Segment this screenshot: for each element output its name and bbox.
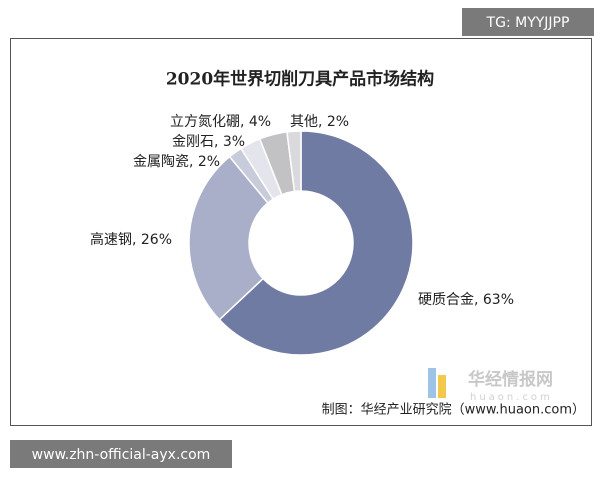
donut-slice — [218, 130, 414, 356]
watermark: TG: MYYJJPP — [486, 15, 570, 31]
logo-name: 华经情报网 — [468, 369, 553, 390]
donut-slice — [188, 155, 269, 321]
slice-label: 其他, 2% — [290, 114, 349, 130]
slice-label: 金属陶瓷, 2% — [133, 154, 220, 170]
donut-slice — [286, 130, 302, 193]
slice-label: 立方氮化硼, 4% — [170, 114, 271, 130]
slice-label: 硬质合金, 63% — [418, 292, 514, 308]
slice-label: 高速钢, 26% — [90, 231, 172, 248]
logo-icon — [428, 368, 436, 398]
source: 制图：华经产业研究院（www.huaon.com） — [322, 403, 585, 418]
watermark-box — [462, 8, 594, 36]
logo-icon — [438, 375, 446, 398]
logo-site: huaon.com — [470, 392, 553, 403]
donut — [188, 130, 414, 356]
chart-title: 2020年世界切削刀具产品市场结构 — [166, 69, 434, 90]
slice-label: 金刚石, 3% — [172, 134, 245, 150]
footer-box — [10, 440, 232, 468]
chart-frame — [10, 38, 592, 426]
footer-url: www.zhn-official-ayx.com — [32, 447, 211, 463]
